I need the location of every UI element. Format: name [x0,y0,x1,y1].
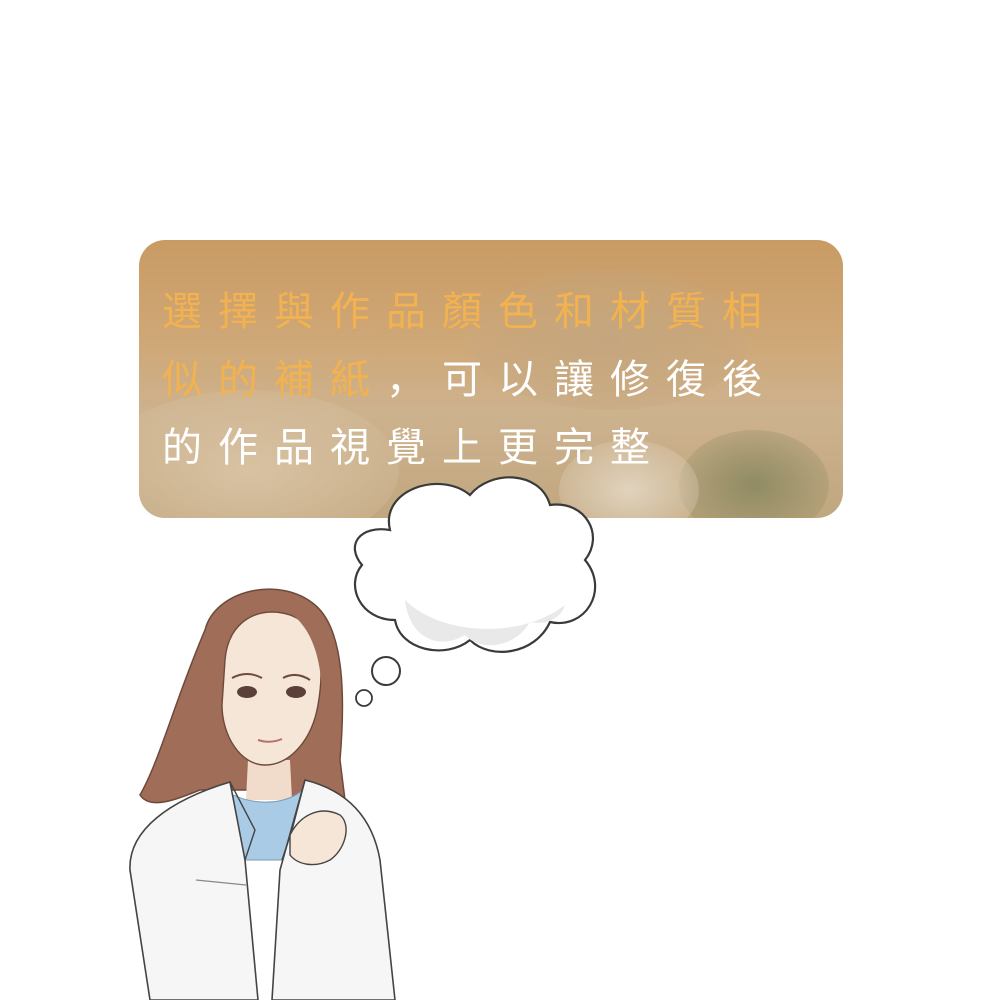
caption-line-2-rest: ，可以讓修復後 [386,357,778,403]
lab-coat [129,780,259,1000]
caption-line-2-highlight: 似的補紙 [162,357,386,403]
caption-panel [139,240,843,518]
hand [289,810,347,866]
caption-line-3a: 的作品視 [162,425,386,471]
face [221,611,322,766]
caption-text: 選擇與作品顏色和材質相 似的補紙，可以讓修復後 的作品視覺上更完整 [162,278,827,482]
left-eye [237,686,257,698]
caption-line-1: 選擇與作品顏色和材質相 [162,289,778,335]
caption-line-3b: 覺上更完整 [386,425,666,471]
right-eye [286,686,306,698]
